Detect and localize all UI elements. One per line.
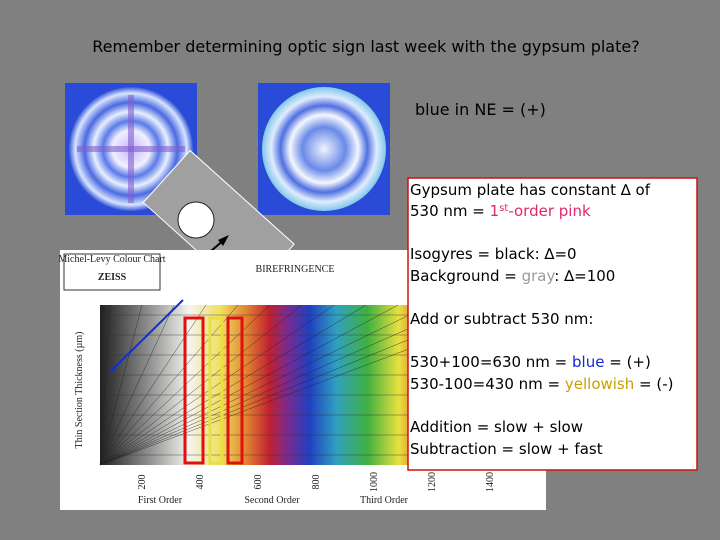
box-segment: 530-100=430 nm = <box>410 375 565 393</box>
chart-order-label: Third Order <box>360 495 409 506</box>
box-segment: st <box>499 203 508 214</box>
box-segment: Addition = slow + slow <box>410 418 583 436</box>
y-axis-label: Thin Section Thickness (µm) <box>74 332 85 449</box>
chart-diagonal <box>99 304 367 466</box>
box-segment: yellowish <box>565 375 634 393</box>
chart-tick-label: 1400 <box>485 472 496 492</box>
box-line: Addition = slow + slow <box>410 418 583 436</box>
highlight-red <box>226 316 244 465</box>
chart-diagonal <box>99 304 239 466</box>
box-segment: 530+100=630 nm = <box>410 353 572 371</box>
box-line: Subtraction = slow + fast <box>410 440 603 458</box>
text-box <box>407 177 698 471</box>
chart-title: BIREFRINGENCE <box>256 264 335 275</box>
chart-tick-label: 200 <box>137 475 148 490</box>
chart-brand: ZEISS <box>98 272 127 283</box>
box-segment: Subtraction = slow + fast <box>410 440 603 458</box>
box-line: 530-100=430 nm = yellowish = (-) <box>410 375 673 393</box>
arrow-head <box>218 235 229 246</box>
plate-hole <box>177 201 215 239</box>
chart-tick-label: 600 <box>253 475 264 490</box>
box-segment: : ∆=100 <box>554 267 615 285</box>
pointer <box>109 299 184 373</box>
box-segment: 1 <box>490 202 500 220</box>
chart-tick-label: 800 <box>311 475 322 490</box>
box-line: Add or subtract 530 nm: <box>410 310 593 328</box>
box-line: Isogyres = black: ∆=0 <box>410 245 577 263</box>
chart-diagonal <box>99 304 143 466</box>
box-segment: Isogyres = black: ∆=0 <box>410 245 577 263</box>
chart-diagonal <box>99 304 399 466</box>
slide-title: Remember determining optic sign last wee… <box>92 37 639 56</box>
chart-tick-label: 400 <box>195 475 206 490</box>
box-text: Gypsum plate has constant ∆ of 530 nm = 1… <box>410 181 673 458</box>
chart-order-label: First Order <box>138 495 183 506</box>
box-line: Gypsum plate has constant ∆ of <box>410 181 651 199</box>
box-segment: = (-) <box>634 375 673 393</box>
chart-diagonal <box>99 304 175 466</box>
box-line: 530+100=630 nm = blue = (+) <box>410 353 651 371</box>
box-segment: -order pink <box>508 202 591 220</box>
chart-diagonal <box>99 304 111 466</box>
chart-diagonal <box>99 304 207 466</box>
box-line: Background = gray: ∆=100 <box>410 267 615 285</box>
chart-diagonal <box>99 304 463 466</box>
interference-rings <box>262 87 386 211</box>
chart-diagonal <box>99 304 431 466</box>
chart-tick-label: 1200 <box>427 472 438 492</box>
box-segment: Add or subtract 530 nm: <box>410 310 593 328</box>
chart-diagonal <box>99 304 335 466</box>
box-segment: = (+) <box>604 353 650 371</box>
chart-order-label: Second Order <box>244 495 300 506</box>
highlight-yellow <box>208 316 224 465</box>
chart-tick-label: 1000 <box>369 472 380 492</box>
note: blue in NE = (+) <box>415 100 546 119</box>
chart-caption: Michel-Levy Colour Chart <box>58 254 165 265</box>
box-segment: blue <box>572 353 604 371</box>
box-segment: Gypsum plate has constant ∆ of <box>410 181 651 199</box>
box-segment: Background = <box>410 267 522 285</box>
box-segment: gray <box>522 267 556 285</box>
box-line: 530 nm = 1st-order pink <box>410 202 591 220</box>
box-segment: 530 nm = <box>410 202 490 220</box>
chart-diagonal <box>99 304 303 466</box>
highlight-red <box>183 316 205 465</box>
